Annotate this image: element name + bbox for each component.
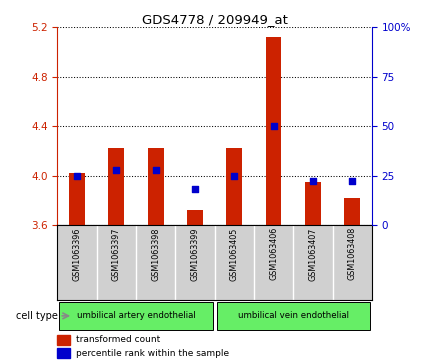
Bar xyxy=(69,173,85,225)
Text: GSM1063408: GSM1063408 xyxy=(348,227,357,281)
Text: GSM1063397: GSM1063397 xyxy=(112,227,121,281)
Point xyxy=(152,167,159,172)
Text: transformed count: transformed count xyxy=(76,335,161,344)
FancyBboxPatch shape xyxy=(60,302,212,330)
Text: umbilical artery endothelial: umbilical artery endothelial xyxy=(76,311,196,321)
Text: GSM1063405: GSM1063405 xyxy=(230,227,239,281)
Point xyxy=(192,187,198,192)
Point xyxy=(270,123,277,129)
Text: GSM1063406: GSM1063406 xyxy=(269,227,278,281)
Point xyxy=(113,167,120,172)
Bar xyxy=(266,37,281,225)
Text: GSM1063399: GSM1063399 xyxy=(190,227,199,281)
Bar xyxy=(148,148,164,225)
Bar xyxy=(187,210,203,225)
Point xyxy=(309,179,316,184)
Bar xyxy=(305,182,321,225)
Point xyxy=(349,179,356,184)
Bar xyxy=(57,348,70,358)
Title: GDS4778 / 209949_at: GDS4778 / 209949_at xyxy=(142,13,288,26)
Text: GSM1063396: GSM1063396 xyxy=(73,227,82,281)
Text: umbilical vein endothelial: umbilical vein endothelial xyxy=(238,311,349,321)
Bar xyxy=(108,148,124,225)
Text: GSM1063398: GSM1063398 xyxy=(151,227,160,281)
Bar xyxy=(344,198,360,225)
FancyBboxPatch shape xyxy=(217,302,370,330)
Text: cell type: cell type xyxy=(15,311,57,321)
Text: GSM1063407: GSM1063407 xyxy=(309,227,317,281)
Bar xyxy=(227,148,242,225)
Bar xyxy=(57,335,70,345)
Point xyxy=(231,172,238,178)
Point xyxy=(74,172,80,178)
Text: percentile rank within the sample: percentile rank within the sample xyxy=(76,349,230,358)
